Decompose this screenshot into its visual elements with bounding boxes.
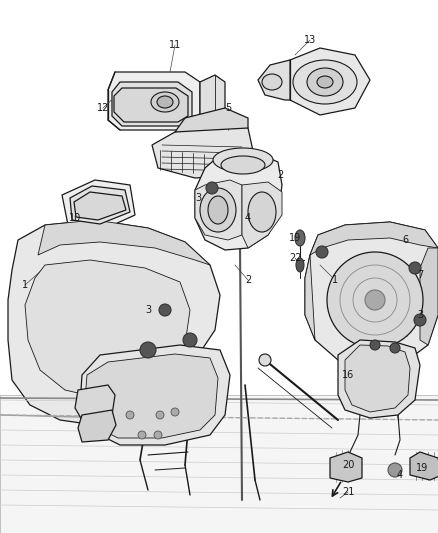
Ellipse shape	[248, 192, 276, 232]
Ellipse shape	[159, 304, 171, 316]
Text: 13: 13	[304, 35, 316, 45]
Polygon shape	[242, 182, 282, 248]
Polygon shape	[338, 340, 420, 418]
Ellipse shape	[327, 252, 423, 348]
Ellipse shape	[414, 314, 426, 326]
Polygon shape	[114, 88, 188, 122]
Ellipse shape	[262, 74, 282, 90]
Polygon shape	[200, 75, 225, 120]
Ellipse shape	[208, 196, 228, 224]
Ellipse shape	[365, 290, 385, 310]
Ellipse shape	[296, 258, 304, 272]
Ellipse shape	[200, 188, 236, 232]
Text: 16: 16	[342, 370, 354, 380]
Text: 21: 21	[342, 487, 354, 497]
Polygon shape	[175, 108, 248, 132]
Text: 4: 4	[397, 470, 403, 480]
Text: 20: 20	[342, 460, 354, 470]
Text: 3: 3	[145, 305, 151, 315]
Ellipse shape	[370, 340, 380, 350]
Ellipse shape	[317, 76, 333, 88]
Polygon shape	[305, 255, 315, 340]
Polygon shape	[108, 72, 200, 130]
Ellipse shape	[295, 230, 305, 246]
Polygon shape	[38, 220, 210, 265]
Text: 4: 4	[245, 213, 251, 223]
Text: 5: 5	[225, 103, 231, 113]
Text: 2: 2	[277, 170, 283, 180]
Polygon shape	[78, 410, 116, 442]
Ellipse shape	[171, 408, 179, 416]
Text: 10: 10	[69, 213, 81, 223]
Polygon shape	[195, 180, 242, 240]
Text: 3: 3	[417, 310, 423, 320]
Polygon shape	[258, 60, 290, 100]
Ellipse shape	[156, 411, 164, 419]
Ellipse shape	[183, 333, 197, 347]
Polygon shape	[75, 385, 115, 420]
Ellipse shape	[388, 463, 402, 477]
Ellipse shape	[151, 92, 179, 112]
Polygon shape	[85, 354, 218, 438]
Polygon shape	[305, 222, 438, 368]
Ellipse shape	[154, 431, 162, 439]
Polygon shape	[74, 192, 126, 220]
Polygon shape	[420, 248, 438, 345]
Ellipse shape	[126, 411, 134, 419]
Ellipse shape	[293, 60, 357, 104]
Polygon shape	[70, 186, 130, 224]
Polygon shape	[25, 260, 190, 398]
Ellipse shape	[221, 156, 265, 174]
Text: 22: 22	[289, 253, 301, 263]
Polygon shape	[345, 345, 410, 412]
Polygon shape	[330, 452, 362, 482]
Polygon shape	[112, 82, 192, 126]
Polygon shape	[152, 118, 255, 178]
Polygon shape	[8, 220, 220, 425]
Text: 11: 11	[169, 40, 181, 50]
Ellipse shape	[213, 148, 273, 172]
Polygon shape	[0, 395, 438, 533]
Polygon shape	[195, 152, 282, 250]
Polygon shape	[310, 222, 438, 255]
Ellipse shape	[409, 262, 421, 274]
Text: 6: 6	[402, 235, 408, 245]
Polygon shape	[290, 48, 370, 115]
Ellipse shape	[307, 68, 343, 96]
Polygon shape	[410, 452, 438, 480]
Text: 12: 12	[97, 103, 109, 113]
Ellipse shape	[157, 96, 173, 108]
Text: 2: 2	[245, 275, 251, 285]
Text: 19: 19	[416, 463, 428, 473]
Ellipse shape	[138, 431, 146, 439]
Text: 19: 19	[289, 233, 301, 243]
Polygon shape	[62, 180, 135, 230]
Ellipse shape	[206, 182, 218, 194]
Ellipse shape	[390, 343, 400, 353]
Ellipse shape	[316, 246, 328, 258]
Ellipse shape	[140, 342, 156, 358]
Text: 3: 3	[195, 193, 201, 203]
Text: 1: 1	[22, 280, 28, 290]
Polygon shape	[80, 345, 230, 445]
Text: 1: 1	[332, 275, 338, 285]
Ellipse shape	[259, 354, 271, 366]
Text: 7: 7	[417, 270, 423, 280]
